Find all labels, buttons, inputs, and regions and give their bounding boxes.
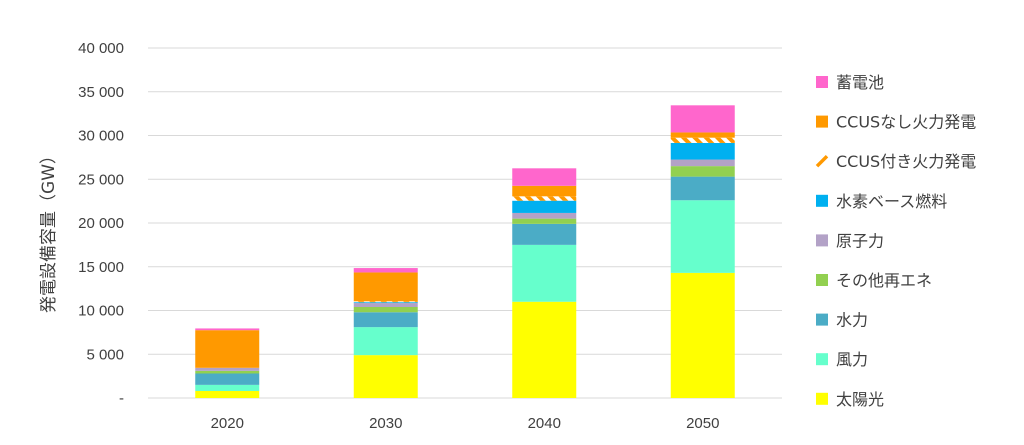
- legend: 蓄電池 CCUSなし火力発電 CCUS付き火力発電水素ベース燃料原子力その他再エネ水…: [815, 73, 976, 409]
- bar-segment: [353, 327, 418, 356]
- bar-segment: [353, 307, 418, 313]
- bar-segment: [670, 176, 735, 201]
- bar-segment: [512, 185, 577, 197]
- bar-segment: [353, 268, 418, 273]
- y-tick-label: -: [119, 390, 124, 407]
- bar-segment: [670, 159, 735, 167]
- legend-label: その他再エネ: [836, 271, 932, 290]
- legend-label: CCUS付き火力発電: [836, 152, 976, 171]
- bar-segment: [512, 218, 577, 224]
- legend-label: 蓄電池: [836, 73, 884, 92]
- y-tick-label: 40 000: [78, 40, 124, 57]
- y-tick-label: 5 000: [86, 346, 124, 363]
- x-tick-label: 2020: [211, 415, 244, 432]
- bar-segment: [512, 168, 577, 186]
- legend-swatch: [815, 154, 829, 168]
- bar-segment: [670, 272, 735, 398]
- bars: [195, 105, 735, 398]
- bar-segment: [512, 200, 577, 213]
- y-tick-label: 35 000: [78, 84, 124, 101]
- legend-swatch: [816, 392, 828, 405]
- x-tick-label: 2040: [528, 415, 561, 432]
- legend-label: 水力: [836, 311, 868, 330]
- bar-segment: [195, 370, 260, 374]
- bar-segment: [195, 330, 260, 368]
- legend-swatch: [816, 274, 828, 286]
- bar-segment: [670, 142, 735, 160]
- bar-segment: [195, 328, 260, 331]
- bar-segment: [512, 301, 577, 398]
- bar-segment: [670, 200, 735, 273]
- y-tick-label: 20 000: [78, 215, 124, 232]
- legend-label: 太陽光: [836, 390, 884, 409]
- bar-segment: [195, 391, 260, 398]
- legend-label: CCUSなし火力発電: [836, 113, 976, 132]
- x-tick-label: 2030: [369, 415, 402, 432]
- bar-segment: [512, 212, 577, 219]
- bar-segment: [670, 166, 735, 177]
- bar-segment: [353, 303, 418, 307]
- bar-segment: [195, 367, 260, 371]
- bar-segment: [670, 105, 735, 133]
- y-axis-title: 発電設備容量（GW）: [39, 147, 59, 313]
- legend-swatch: [816, 313, 828, 326]
- bar-segment: [512, 223, 577, 245]
- bar-segment: [353, 312, 418, 328]
- legend-swatch: [816, 353, 828, 366]
- bar-segment: [195, 384, 260, 391]
- legend-label: 水素ベース燃料: [836, 192, 947, 211]
- y-tick-label: 15 000: [78, 259, 124, 276]
- bar-segment: [512, 196, 577, 201]
- legend-swatch: [816, 194, 828, 207]
- x-tick-labels: 2020 2030 2040 2050: [211, 415, 720, 432]
- legend-label: 原子力: [836, 231, 884, 250]
- y-tick-label: 25 000: [78, 171, 124, 188]
- x-tick-label: 2050: [686, 415, 719, 432]
- bar-segment: [512, 244, 577, 302]
- y-tick-label: 10 000: [78, 303, 124, 320]
- bar-segment: [353, 272, 418, 302]
- legend-swatch: [816, 234, 828, 247]
- legend-swatch: [816, 115, 828, 128]
- bar-segment: [353, 302, 418, 304]
- legend-label: 風力: [836, 350, 868, 369]
- bar-segment: [670, 137, 735, 143]
- bar-segment: [353, 301, 418, 303]
- legend-swatch: [816, 76, 828, 88]
- bar-segment: [670, 132, 735, 138]
- y-tick-label: 30 000: [78, 128, 124, 145]
- bar-segment: [353, 355, 418, 398]
- bar-segment: [195, 373, 260, 385]
- y-tick-labels: - 5 000 10 000 15 000 20 000 25 000 30 000 35 0…: [78, 40, 124, 407]
